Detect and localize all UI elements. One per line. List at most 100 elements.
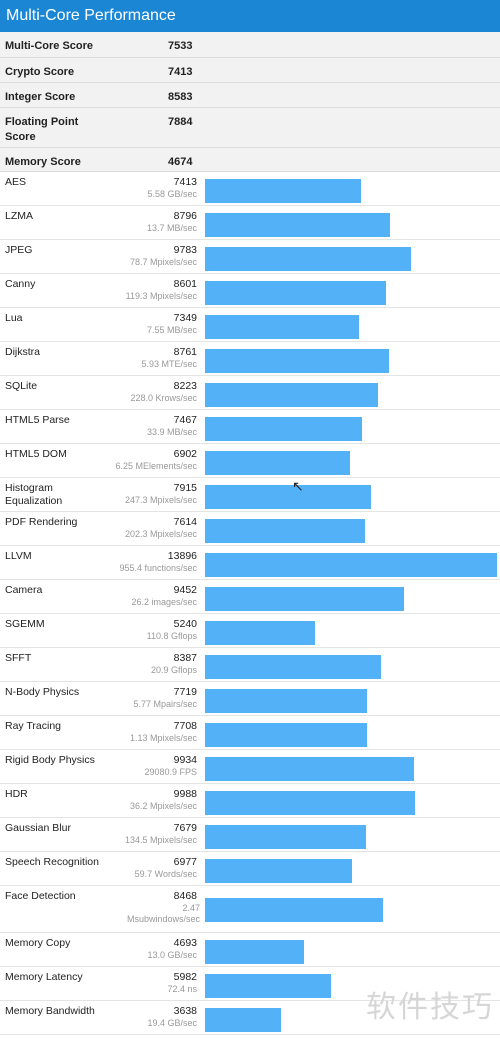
benchmark-values: 4693 13.0 GB/sec (110, 933, 197, 966)
summary-row-floating-point: Floating Point Score 7884 (0, 108, 500, 148)
benchmark-row-memory-copy: Memory Copy 4693 13.0 GB/sec (0, 933, 500, 967)
benchmark-values: 9783 78.7 Mpixels/sec (110, 240, 197, 273)
benchmark-values: 9988 36.2 Mpixels/sec (110, 784, 197, 817)
benchmark-row-memory-bandwidth: Memory Bandwidth 3638 19.4 GB/sec (0, 1001, 500, 1035)
benchmark-rate: 5.93 MTE/sec (141, 359, 197, 369)
benchmark-score: 8223 (173, 380, 197, 392)
benchmark-row-html5-parse: HTML5 Parse 7467 33.9 MB/sec (0, 410, 500, 444)
summary-value: 7533 (168, 40, 193, 52)
benchmark-rate: 20.9 Gflops (150, 665, 197, 675)
benchmark-rate: 7.55 MB/sec (146, 325, 197, 335)
benchmark-bar-track (205, 940, 497, 964)
benchmark-bar (205, 587, 404, 611)
benchmark-name: AES (5, 176, 27, 188)
benchmark-rate: 26.2 images/sec (131, 597, 197, 607)
benchmark-score: 13896 (167, 550, 197, 562)
benchmark-bar-track (205, 315, 497, 339)
benchmark-values: 7614 202.3 Mpixels/sec (110, 512, 197, 545)
benchmark-rate: 247.3 Mpixels/sec (124, 495, 197, 505)
benchmark-name: LZMA (5, 210, 34, 222)
benchmark-values: 6977 59.7 Words/sec (110, 852, 197, 885)
summary-label: Memory Score (5, 156, 81, 168)
benchmark-name: HDR (5, 788, 28, 800)
benchmark-score: 8387 (173, 652, 197, 664)
benchmark-bar (205, 689, 367, 713)
benchmark-bar (205, 825, 366, 849)
page-header: Multi-Core Performance (0, 0, 500, 32)
page-title: Multi-Core Performance (6, 7, 176, 24)
benchmark-values: 13896 955.4 functions/sec (110, 546, 197, 579)
benchmark-name: Gaussian Blur (5, 822, 71, 834)
benchmark-name: SGEMM (5, 618, 45, 630)
benchmark-score: 9934 (173, 754, 197, 766)
benchmark-bar (205, 974, 331, 998)
benchmark-values: 7349 7.55 MB/sec (110, 308, 197, 341)
benchmark-rate: 134.5 Mpixels/sec (124, 835, 197, 845)
benchmark-row-llvm: LLVM 13896 955.4 functions/sec (0, 546, 500, 580)
benchmark-bar (205, 621, 315, 645)
benchmark-row-pdf-rendering: PDF Rendering 7614 202.3 Mpixels/sec (0, 512, 500, 546)
benchmark-score: 8761 (173, 346, 197, 358)
summary-label: Floating Point Score (5, 116, 79, 143)
benchmark-bar (205, 723, 367, 747)
benchmark-rate: 1.13 Mpixels/sec (129, 733, 197, 743)
benchmark-score: 8796 (173, 210, 197, 222)
summary-label: Integer Score (5, 91, 76, 103)
benchmark-bar-track (205, 859, 497, 883)
benchmark-rate: 5.77 Mpairs/sec (133, 699, 197, 709)
benchmark-rate: 13.7 MB/sec (146, 223, 197, 233)
benchmark-bar (205, 553, 497, 577)
benchmark-score: 4693 (173, 937, 197, 949)
benchmark-name: JPEG (5, 244, 33, 256)
benchmark-bar (205, 247, 411, 271)
benchmark-score: 9988 (173, 788, 197, 800)
benchmark-name: Lua (5, 312, 23, 324)
benchmark-row-lua: Lua 7349 7.55 MB/sec (0, 308, 500, 342)
benchmark-row-histogram-equalization: Histogram Equalization 7915 247.3 Mpixels/… (0, 478, 500, 512)
benchmark-values: 5982 72.4 ns (110, 967, 197, 1000)
summary-row-integer: Integer Score 8583 (0, 83, 500, 108)
benchmark-row-n-body-physics: N-Body Physics 7719 5.77 Mpairs/sec (0, 682, 500, 716)
benchmark-rate: 6.25 MElements/sec (115, 461, 197, 471)
benchmark-name: PDF Rendering (5, 516, 78, 528)
benchmark-name: SQLite (5, 380, 38, 392)
benchmark-bar (205, 940, 304, 964)
benchmark-name: N-Body Physics (5, 686, 80, 698)
benchmark-bar-track (205, 553, 497, 577)
benchmark-name: Dijkstra (5, 346, 41, 358)
benchmark-name: SFFT (5, 652, 32, 664)
benchmark-score: 7679 (173, 822, 197, 834)
benchmark-row-aes: AES 7413 5.58 GB/sec (0, 172, 500, 206)
benchmark-bar (205, 898, 383, 922)
benchmark-values: 9452 26.2 images/sec (110, 580, 197, 613)
benchmark-score: 7719 (173, 686, 197, 698)
benchmark-values: 7413 5.58 GB/sec (110, 172, 197, 205)
benchmark-bar-track (205, 281, 497, 305)
benchmark-bar (205, 451, 350, 475)
benchmark-name: HTML5 Parse (5, 414, 70, 426)
benchmark-bar-track (205, 349, 497, 373)
benchmark-rate: 72.4 ns (167, 984, 197, 994)
benchmark-values: 7915 247.3 Mpixels/sec (110, 478, 197, 511)
benchmark-values: 9934 29080.9 FPS (110, 750, 197, 783)
benchmark-bar-track (205, 621, 497, 645)
benchmark-row-face-detection: Face Detection 8468 2.47 Msubwindows/sec (0, 886, 500, 933)
benchmark-bar-track (205, 1008, 497, 1032)
benchmark-name: Face Detection (5, 890, 76, 902)
watermark-text: 软件技巧 (366, 990, 494, 1025)
benchmark-values: 8223 228.0 Krows/sec (110, 376, 197, 409)
benchmark-row-gaussian-blur: Gaussian Blur 7679 134.5 Mpixels/sec (0, 818, 500, 852)
benchmark-bar-track (205, 791, 497, 815)
benchmark-name: Memory Copy (5, 937, 71, 949)
benchmark-rate: 955.4 functions/sec (119, 563, 197, 573)
benchmark-bar-track (205, 825, 497, 849)
benchmark-name: Histogram Equalization (5, 482, 63, 507)
benchmark-name: Rigid Body Physics (5, 754, 95, 766)
mouse-cursor-icon: ↖ (292, 478, 304, 494)
benchmark-score: 7915 (173, 482, 197, 494)
benchmark-score: 5240 (173, 618, 197, 630)
summary-label: Multi-Core Score (5, 40, 94, 52)
benchmark-name: Memory Bandwidth (5, 1005, 95, 1017)
benchmark-row-jpeg: JPEG 9783 78.7 Mpixels/sec (0, 240, 500, 274)
benchmark-score: 3638 (173, 1005, 197, 1017)
